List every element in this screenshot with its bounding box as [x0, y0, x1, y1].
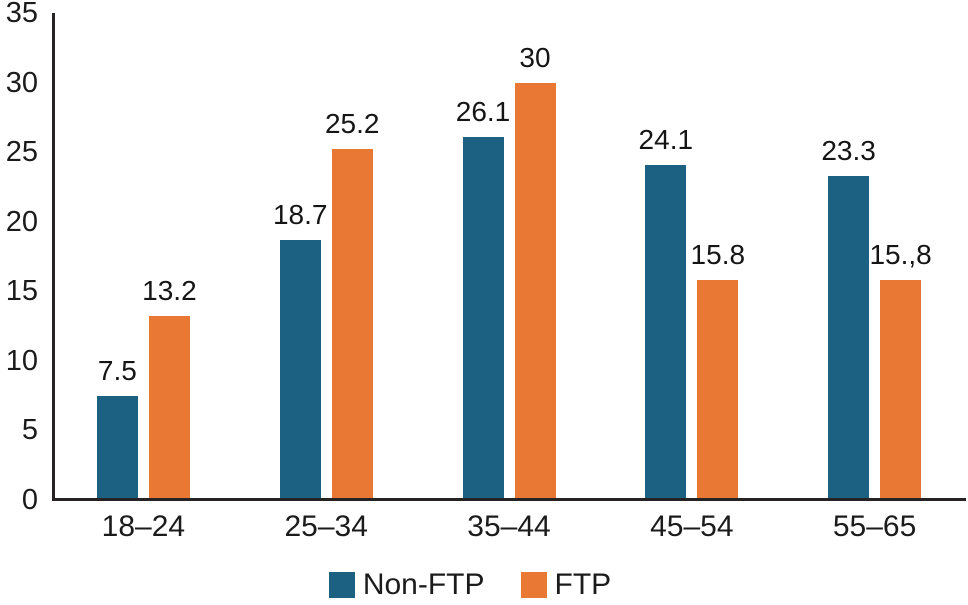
y-tick-label: 35 [5, 0, 38, 29]
bar-value-label: 23.3 [821, 135, 876, 166]
bar-ftp-55-65 [880, 280, 922, 500]
bar-value-label: 24.1 [638, 124, 694, 155]
non-ftp-swatch [328, 572, 355, 598]
bar-value-label: 15.8 [690, 239, 746, 270]
bar-value-label: 30 [519, 42, 551, 73]
legend-item-ftp: FTP [520, 568, 612, 601]
x-category-label: 55–65 [832, 510, 917, 543]
bar-ftp-35-44 [514, 83, 556, 500]
legend-label-non-ftp: Non-FTP [362, 568, 485, 601]
bar-non-ftp-25-34 [279, 240, 321, 500]
bar-value-label: 13.2 [142, 275, 197, 306]
x-category-label: 35–44 [467, 510, 551, 543]
y-axis-line [52, 13, 55, 501]
y-tick-label: 30 [5, 66, 38, 99]
bar-value-label: 18.7 [272, 199, 328, 230]
ftp-swatch [520, 572, 547, 598]
x-category-label: 25–34 [284, 510, 368, 543]
y-tick-label: 25 [5, 136, 38, 169]
y-tick-label: 20 [5, 205, 38, 238]
x-category-label: 18–24 [101, 510, 186, 543]
bar-ftp-18-24 [148, 316, 190, 500]
bar-ftp-45-54 [697, 280, 739, 500]
bar-value-label: 15.,8 [869, 239, 932, 270]
y-tick-label: 15 [5, 275, 38, 308]
bar-non-ftp-18-24 [96, 396, 138, 500]
bar-ftp-25-34 [331, 149, 373, 500]
x-axis-line [52, 498, 966, 501]
bar-value-label: 25.2 [324, 108, 380, 139]
bar-non-ftp-55-65 [828, 176, 870, 500]
y-tick-label: 0 [21, 484, 38, 516]
legend: Non-FTP FTP [0, 565, 954, 605]
legend-label-ftp: FTP [554, 568, 612, 601]
y-tick-label: 10 [5, 344, 38, 377]
legend-item-non-ftp: Non-FTP [328, 568, 485, 601]
y-tick-label: 5 [21, 414, 38, 447]
x-category-label: 45–54 [650, 510, 734, 543]
bar-non-ftp-45-54 [645, 165, 687, 500]
bar-non-ftp-35-44 [462, 137, 504, 500]
bar-value-label: 26.1 [455, 96, 511, 127]
bar-value-label: 7.5 [97, 355, 137, 386]
